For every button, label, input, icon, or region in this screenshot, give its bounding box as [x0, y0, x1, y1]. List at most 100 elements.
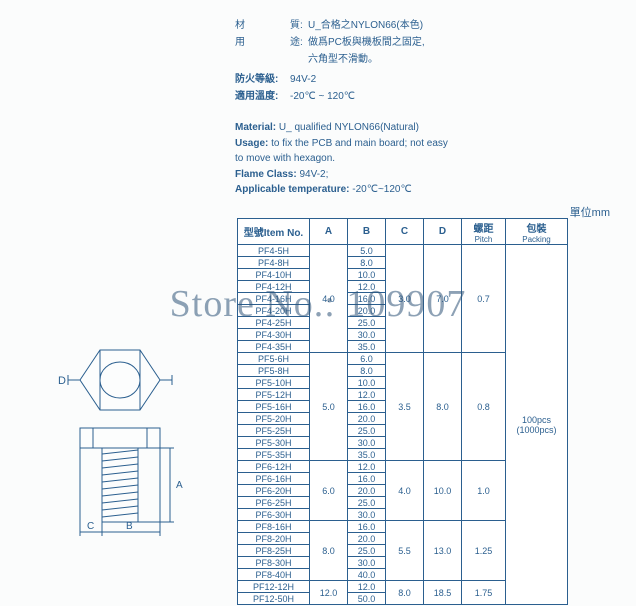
spec-en-row: Applicable temperature: -20℃~120℃ — [235, 182, 448, 198]
th-a: A — [310, 219, 348, 245]
cell-b: 16.0 — [348, 521, 386, 533]
spec-en-label: Applicable temperature: — [235, 184, 349, 195]
th-pack-cn: 包裝 — [527, 224, 547, 235]
th-b: B — [348, 219, 386, 245]
cell-b: 40.0 — [348, 569, 386, 581]
cell-b: 16.0 — [348, 401, 386, 413]
cell-b: 20.0 — [348, 413, 386, 425]
cell-b: 30.0 — [348, 557, 386, 569]
cell-item: PF6-16H — [238, 473, 310, 485]
cell-item: PF6-25H — [238, 497, 310, 509]
cell-a: 12.0 — [310, 581, 348, 605]
spec-value: U_合格之NYLON66(本色) — [308, 18, 423, 34]
cell-b: 30.0 — [348, 329, 386, 341]
cell-b: 5.0 — [348, 245, 386, 257]
cell-item: PF8-20H — [238, 533, 310, 545]
cell-b: 16.0 — [348, 293, 386, 305]
cell-b: 6.0 — [348, 353, 386, 365]
cell-a: 6.0 — [310, 461, 348, 521]
cell-item: PF4-35H — [238, 341, 310, 353]
spec-en-label: Usage: — [235, 138, 268, 149]
spec-en-value: 94V-2; — [299, 169, 328, 180]
cell-item: PF6-12H — [238, 461, 310, 473]
cell-item: PF8-25H — [238, 545, 310, 557]
cell-b: 16.0 — [348, 473, 386, 485]
spec-label: 材 — [235, 18, 290, 34]
specs-en: Material: U_ qualified NYLON66(Natural)U… — [235, 120, 448, 198]
cell-c: 3.0 — [386, 245, 424, 353]
th-pitch-en: Pitch — [462, 235, 505, 244]
spec-row: 用途:做爲PC板與機板間之固定, — [235, 35, 425, 51]
cell-b: 25.0 — [348, 497, 386, 509]
spec-value: 94V-2 — [290, 72, 316, 88]
th-pitch: 螺距 Pitch — [462, 219, 506, 245]
spec-label2 — [290, 52, 308, 68]
cell-d: 18.5 — [424, 581, 462, 605]
cell-c: 8.0 — [386, 581, 424, 605]
cell-item: PF4-5H — [238, 245, 310, 257]
spec-value: 做爲PC板與機板間之固定, — [308, 35, 425, 51]
dim-a-label: A — [176, 480, 183, 491]
cell-pitch: 1.0 — [462, 461, 506, 521]
spec-row: 防火等級:94V-2 — [235, 72, 425, 88]
spec-label2: 途: — [290, 35, 308, 51]
cell-a: 8.0 — [310, 521, 348, 581]
cell-item: PF8-30H — [238, 557, 310, 569]
cell-item: PF5-16H — [238, 401, 310, 413]
cell-b: 25.0 — [348, 545, 386, 557]
cell-b: 12.0 — [348, 581, 386, 593]
dim-b-label: B — [126, 521, 133, 532]
cell-b: 25.0 — [348, 317, 386, 329]
cell-b: 25.0 — [348, 425, 386, 437]
th-d: D — [424, 219, 462, 245]
cell-b: 10.0 — [348, 377, 386, 389]
cell-b: 35.0 — [348, 449, 386, 461]
spec-en-value: U_ qualified NYLON66(Natural) — [279, 122, 419, 133]
cell-b: 12.0 — [348, 461, 386, 473]
cell-b: 30.0 — [348, 437, 386, 449]
spec-label2: 質: — [290, 18, 308, 34]
spec-label: 防火等級: — [235, 72, 290, 88]
dim-c-label: C — [87, 521, 94, 532]
spec-en-value: to fix the PCB and main board; not easy — [271, 138, 448, 149]
cell-b: 10.0 — [348, 269, 386, 281]
cell-c: 5.5 — [386, 521, 424, 581]
cell-b: 8.0 — [348, 257, 386, 269]
cell-b: 12.0 — [348, 281, 386, 293]
cell-b: 20.0 — [348, 485, 386, 497]
cell-d: 13.0 — [424, 521, 462, 581]
cell-item: PF6-20H — [238, 485, 310, 497]
cell-item: PF4-8H — [238, 257, 310, 269]
cell-item: PF5-25H — [238, 425, 310, 437]
cell-item: PF4-16H — [238, 293, 310, 305]
spec-en-label: Material: — [235, 122, 276, 133]
spec-label: 適用溫度: — [235, 89, 290, 105]
cell-item: PF5-8H — [238, 365, 310, 377]
cell-item: PF4-10H — [238, 269, 310, 281]
table-row: PF4-5H4.05.03.07.00.7100pcs(1000pcs) — [238, 245, 568, 257]
spec-value: -20℃ ~ 120℃ — [290, 89, 355, 105]
spec-row: 六角型不滑動。 — [235, 52, 425, 68]
spec-en-row: Flame Class: 94V-2; — [235, 167, 448, 183]
cell-item: PF6-30H — [238, 509, 310, 521]
th-c: C — [386, 219, 424, 245]
cell-item: PF4-12H — [238, 281, 310, 293]
unit-label: 單位mm — [570, 204, 610, 220]
cell-c: 4.0 — [386, 461, 424, 521]
th-pack-en: Packing — [506, 235, 567, 244]
spec-en-row: Material: U_ qualified NYLON66(Natural) — [235, 120, 448, 136]
cell-item: PF4-20H — [238, 305, 310, 317]
spec-label: 用 — [235, 35, 290, 51]
spec-table: 型號Item No. A B C D 螺距 Pitch 包裝 Packing P… — [237, 218, 568, 605]
screw-diagram: D — [20, 340, 210, 540]
cell-c: 3.5 — [386, 353, 424, 461]
th-item: 型號Item No. — [238, 219, 310, 245]
cell-b: 20.0 — [348, 533, 386, 545]
cell-d: 10.0 — [424, 461, 462, 521]
cell-b: 35.0 — [348, 341, 386, 353]
spec-en-value: to move with hexagon. — [235, 153, 335, 164]
cell-pitch: 1.25 — [462, 521, 506, 581]
cell-d: 8.0 — [424, 353, 462, 461]
cell-item: PF8-40H — [238, 569, 310, 581]
specs-cn: 材質:U_合格之NYLON66(本色)用途:做爲PC板與機板間之固定,六角型不滑… — [235, 18, 425, 106]
